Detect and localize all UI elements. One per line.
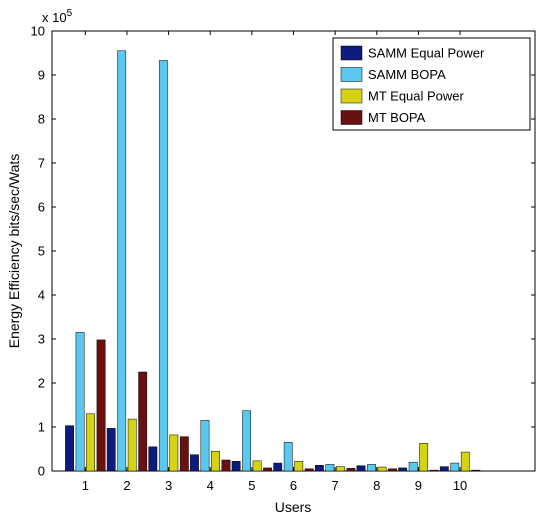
bar-samm-equal-power-user-5	[231, 461, 241, 472]
bar-samm-bopa-user-6	[283, 442, 293, 472]
x-tick-label: 8	[373, 478, 380, 493]
legend-label: MT Equal Power	[368, 89, 465, 104]
bar-samm-bopa-user-2	[117, 50, 127, 472]
y-tick-label: 6	[38, 200, 45, 215]
legend-swatch	[340, 88, 363, 104]
bar-mt-equal-power-user-8	[377, 466, 387, 472]
y-tick-label: 0	[38, 464, 45, 479]
y-tick-label: 1	[38, 420, 45, 435]
bar-mt-bopa-user-1	[96, 339, 106, 472]
y-tick-label: 4	[38, 288, 45, 303]
bar-samm-bopa-user-3	[158, 60, 168, 472]
bar-mt-bopa-user-2	[138, 371, 148, 472]
x-axis-ticks: 1 2 3 4 5 6 7 8 9 10	[82, 31, 467, 493]
legend-label: SAMM BOPA	[368, 67, 446, 82]
bar-samm-equal-power-user-2	[106, 428, 116, 472]
bar-mt-equal-power-user-5	[252, 460, 262, 472]
bar-mt-equal-power-user-9	[419, 443, 429, 472]
x-tick-label: 9	[415, 478, 422, 493]
legend-box	[332, 37, 531, 131]
y-axis-label: Energy Efficiency bits/sec/Wats	[6, 154, 22, 349]
bar-mt-bopa-user-8	[388, 468, 397, 472]
bar-mt-equal-power-user-1	[86, 413, 95, 472]
x-tick-label: 5	[248, 478, 255, 493]
bar-samm-bopa-user-7	[325, 464, 335, 472]
x-tick-label: 2	[123, 478, 130, 493]
bar-mt-bopa-user-7	[346, 468, 356, 472]
bars-group	[65, 50, 481, 472]
bar-samm-bopa-user-8	[367, 464, 376, 472]
x-tick-label: 1	[82, 478, 89, 493]
bar-mt-equal-power-user-2	[127, 418, 137, 472]
bar-samm-bopa-user-1	[75, 332, 85, 472]
bar-samm-equal-power-user-9	[398, 467, 408, 472]
bar-mt-bopa-user-5	[263, 467, 273, 472]
y-tick-label: 2	[38, 376, 45, 391]
bar-mt-bopa-user-3	[179, 436, 189, 472]
bar-mt-equal-power-user-10	[460, 451, 470, 472]
bar-mt-equal-power-user-3	[169, 434, 179, 472]
legend-swatch	[340, 45, 363, 61]
y-tick-label: 10	[31, 24, 45, 39]
legend-swatch	[340, 110, 363, 125]
legend-label: SAMM Equal Power	[368, 46, 485, 61]
bar-samm-bopa-user-5	[242, 410, 252, 472]
legend-label: MT BOPA	[368, 110, 426, 125]
bar-samm-equal-power-user-1	[65, 425, 74, 472]
bar-samm-bopa-user-10	[450, 462, 460, 472]
x-tick-label: 3	[165, 478, 172, 493]
y-tick-label: 7	[38, 156, 45, 171]
bar-samm-equal-power-user-10	[439, 466, 449, 472]
x-tick-label: 10	[453, 478, 467, 493]
y-tick-label: 8	[38, 112, 45, 127]
x-tick-label: 6	[290, 478, 297, 493]
x-axis-label: Users	[275, 499, 312, 515]
y-tick-label: 3	[38, 332, 45, 347]
legend-swatch	[340, 67, 363, 82]
legend: SAMM Equal Power SAMM BOPA MT Equal Power M…	[332, 37, 531, 131]
bar-mt-equal-power-user-6	[294, 461, 304, 472]
bar-samm-equal-power-user-4	[190, 454, 199, 472]
y-axis-ticks: 0 1 2 3 4 5 6 7 8 9 10	[31, 24, 535, 479]
y-tick-label: 5	[38, 244, 45, 259]
bar-samm-equal-power-user-3	[148, 446, 158, 472]
bar-mt-equal-power-user-7	[335, 466, 345, 472]
bar-samm-equal-power-user-7	[314, 465, 324, 472]
x-tick-label: 7	[332, 478, 339, 493]
y-tick-label: 9	[38, 68, 45, 83]
bar-mt-equal-power-user-4	[211, 450, 220, 472]
x-tick-label: 4	[207, 478, 214, 493]
y-exponent-label: x 105	[42, 8, 73, 25]
bar-mt-bopa-user-4	[221, 459, 231, 472]
bar-mt-bopa-user-9	[429, 469, 439, 472]
bar-samm-equal-power-user-6	[273, 462, 283, 472]
bar-mt-bopa-user-10	[471, 469, 481, 472]
bar-samm-bopa-user-9	[408, 461, 418, 472]
bar-mt-bopa-user-6	[304, 468, 314, 472]
bar-samm-bopa-user-4	[200, 420, 210, 472]
bar-samm-equal-power-user-8	[356, 465, 366, 472]
